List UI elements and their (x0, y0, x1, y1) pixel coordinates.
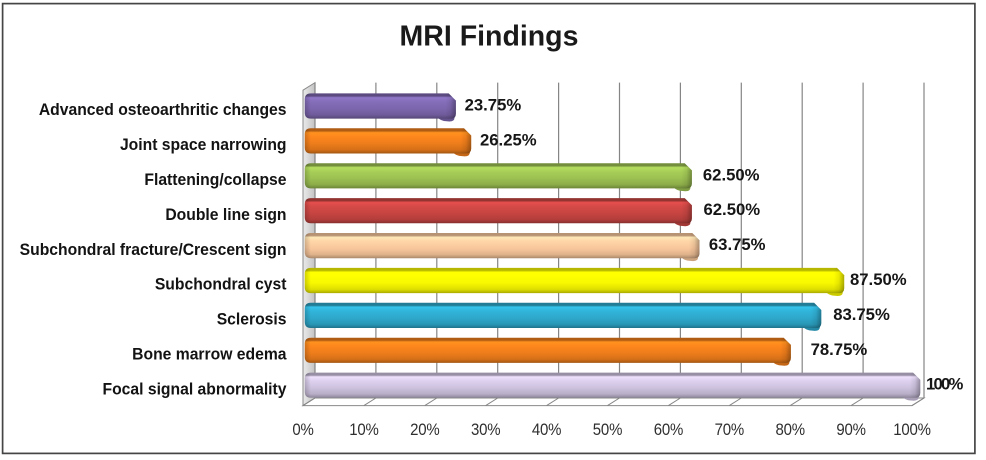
svg-text:0%: 0% (292, 421, 313, 439)
svg-text:10%: 10% (349, 421, 378, 439)
svg-text:Subchondral fracture/Crescent: Subchondral fracture/Crescent sign (20, 240, 287, 259)
svg-text:26.25%: 26.25% (480, 130, 537, 149)
svg-text:Advanced osteoarthritic change: Advanced osteoarthritic changes (39, 101, 287, 120)
svg-text:62.50%: 62.50% (704, 200, 761, 219)
svg-text:20%: 20% (410, 421, 439, 439)
svg-text:30%: 30% (471, 421, 500, 439)
svg-text:90%: 90% (836, 421, 865, 439)
svg-text:MRI Findings: MRI Findings (400, 21, 579, 53)
svg-text:70%: 70% (715, 421, 744, 439)
svg-text:40%: 40% (532, 421, 561, 439)
svg-text:60%: 60% (654, 421, 683, 439)
svg-text:23.75%: 23.75% (465, 96, 522, 115)
svg-text:100%: 100% (893, 421, 931, 439)
svg-text:87.50%: 87.50% (850, 270, 907, 289)
svg-text:Bone marrow edema: Bone marrow edema (132, 345, 287, 364)
svg-text:Focal signal abnormality: Focal signal abnormality (103, 380, 287, 399)
svg-text:Sclerosis: Sclerosis (217, 310, 287, 329)
svg-text:Double line sign: Double line sign (165, 205, 286, 224)
svg-text:80%: 80% (775, 421, 804, 439)
svg-text:Subchondral cyst: Subchondral cyst (155, 275, 287, 294)
svg-text:Joint space narrowing: Joint space narrowing (120, 136, 287, 155)
svg-text:63.75%: 63.75% (709, 235, 766, 254)
svg-text:Flattening/collapse: Flattening/collapse (144, 171, 286, 190)
svg-text:50%: 50% (593, 421, 622, 439)
svg-text:100%: 100% (926, 375, 963, 394)
svg-text:83.75%: 83.75% (833, 305, 890, 324)
svg-text:62.50%: 62.50% (703, 165, 760, 184)
svg-text:78.75%: 78.75% (811, 340, 868, 359)
